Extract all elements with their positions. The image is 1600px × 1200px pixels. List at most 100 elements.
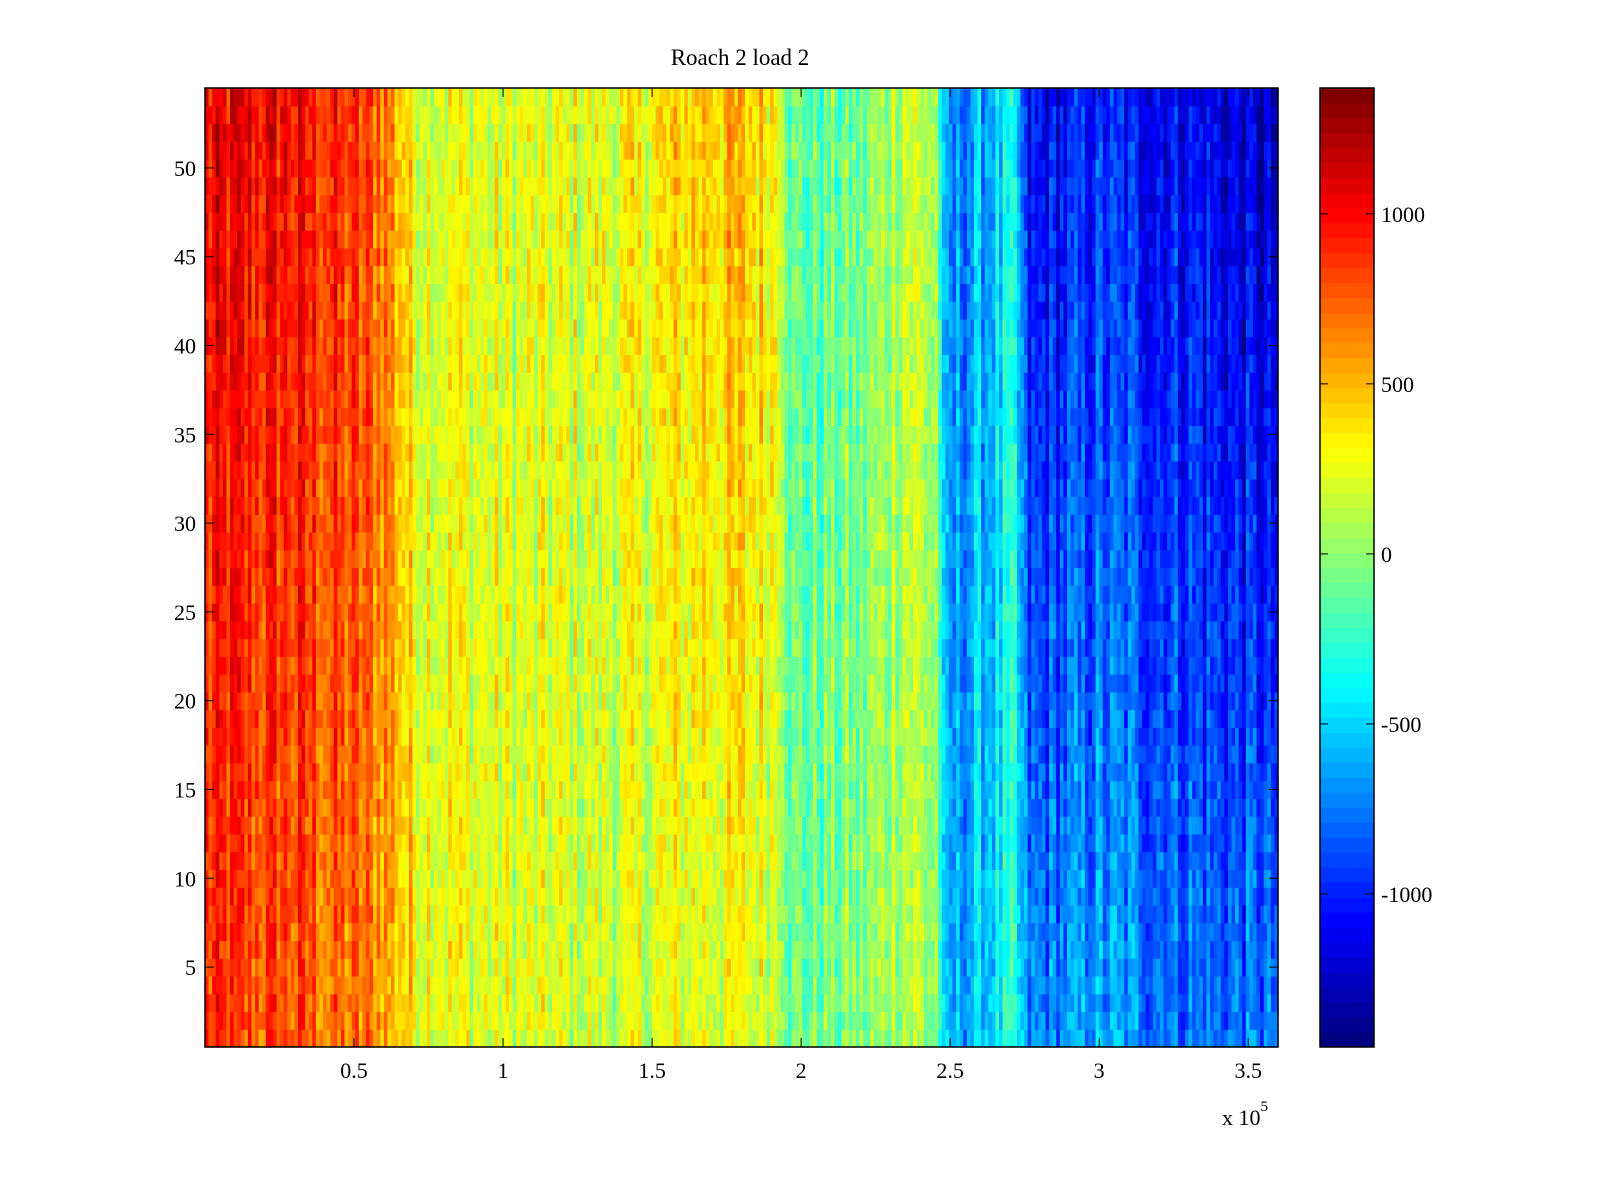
heatmap-cell <box>1024 975 1029 995</box>
heatmap-cell <box>809 1011 814 1030</box>
heatmap-cell <box>720 887 725 906</box>
heatmap-cell <box>598 762 603 782</box>
heatmap-cell <box>1217 851 1222 871</box>
heatmap-cell <box>609 1029 614 1048</box>
heatmap-cell <box>927 922 932 942</box>
heatmap-cell <box>537 1029 542 1048</box>
heatmap-cell <box>863 762 868 782</box>
heatmap-cell <box>247 745 253 764</box>
heatmap-cell <box>222 745 228 764</box>
heatmap-cell <box>326 869 331 888</box>
heatmap-cell <box>559 887 564 906</box>
heatmap-cell <box>1217 975 1222 995</box>
heatmap-cell <box>323 780 328 799</box>
heatmap-cell <box>902 762 907 782</box>
heatmap-cell <box>659 1029 664 1048</box>
heatmap-cell <box>695 833 700 853</box>
heatmap-cell <box>487 816 492 835</box>
heatmap-cell <box>1149 851 1154 871</box>
heatmap-cell <box>240 1029 245 1048</box>
heatmap-cell <box>1238 869 1243 888</box>
heatmap-cell <box>473 1011 478 1030</box>
heatmap-cell <box>412 798 417 817</box>
heatmap-cell <box>737 1011 743 1030</box>
heatmap-cell <box>730 798 735 817</box>
heatmap-cell <box>526 904 532 924</box>
heatmap-cell <box>795 762 800 782</box>
heatmap-cell <box>265 833 270 853</box>
heatmap-cell <box>816 922 821 942</box>
heatmap-cell <box>1220 940 1225 959</box>
heatmap-cell <box>730 904 735 924</box>
heatmap-cell <box>727 816 732 835</box>
heatmap-cell <box>244 940 249 959</box>
heatmap-cell <box>419 904 424 924</box>
heatmap-cell <box>981 1029 986 1048</box>
heatmap-cell <box>1242 958 1247 977</box>
heatmap-cell <box>959 1029 964 1048</box>
heatmap-cell <box>1220 922 1225 942</box>
heatmap-cell <box>380 887 385 906</box>
heatmap-cell <box>1081 975 1086 995</box>
heatmap-cell <box>1170 904 1175 924</box>
heatmap-cell <box>430 887 435 906</box>
heatmap-cell <box>423 745 428 764</box>
heatmap-cell <box>619 851 625 871</box>
heatmap-cell <box>340 958 346 977</box>
heatmap-cell <box>1074 798 1079 817</box>
heatmap-cell <box>594 887 600 906</box>
heatmap-cell <box>373 940 378 959</box>
heatmap-cell <box>773 958 778 977</box>
heatmap-cell <box>501 1011 507 1030</box>
heatmap-cell <box>541 1011 546 1030</box>
heatmap-cell <box>251 780 256 799</box>
heatmap-cell <box>1202 922 1208 942</box>
heatmap-cell <box>1256 993 1261 1013</box>
heatmap-cell <box>755 1011 760 1030</box>
heatmap-cell <box>702 1011 707 1030</box>
heatmap-cell <box>995 1029 1000 1048</box>
heatmap-cell <box>863 958 868 977</box>
heatmap-cell <box>898 975 904 995</box>
heatmap-cell <box>662 833 667 853</box>
heatmap-cell <box>752 798 757 817</box>
heatmap-cell <box>269 1029 274 1048</box>
heatmap-cell <box>802 904 807 924</box>
heatmap-cell <box>705 940 710 959</box>
heatmap-cell <box>340 904 346 924</box>
heatmap-cell <box>627 1029 632 1048</box>
heatmap-cell <box>373 833 378 853</box>
heatmap-cell <box>1206 904 1211 924</box>
heatmap-cell <box>727 940 732 959</box>
heatmap-cell <box>255 904 260 924</box>
heatmap-cell <box>369 780 374 799</box>
heatmap-cell <box>1117 851 1122 871</box>
heatmap-cell <box>648 1011 653 1030</box>
heatmap-cell <box>423 762 428 782</box>
heatmap-cell <box>655 975 660 995</box>
heatmap-cell <box>830 975 836 995</box>
heatmap-cell <box>934 798 939 817</box>
heatmap-cell <box>1081 816 1086 835</box>
heatmap-cell <box>244 887 249 906</box>
heatmap-cell <box>752 1029 757 1048</box>
heatmap-cell <box>458 904 464 924</box>
heatmap-cell <box>562 816 567 835</box>
heatmap-cell <box>884 922 889 942</box>
heatmap-cell <box>931 904 936 924</box>
heatmap-cell <box>877 1011 882 1030</box>
heatmap-cell <box>666 958 671 977</box>
heatmap-cell <box>941 833 946 853</box>
heatmap-cell <box>1227 958 1233 977</box>
heatmap-cell <box>219 1011 224 1030</box>
heatmap-cell <box>945 1011 950 1030</box>
heatmap-cell <box>734 904 739 924</box>
heatmap-cell <box>1127 975 1132 995</box>
heatmap-cell <box>208 1011 213 1030</box>
heatmap-cell <box>1142 780 1147 799</box>
heatmap-cell <box>863 887 868 906</box>
heatmap-cell <box>1188 904 1193 924</box>
heatmap-cell <box>498 1011 503 1030</box>
heatmap-cell <box>1088 940 1093 959</box>
heatmap-cell <box>870 958 875 977</box>
